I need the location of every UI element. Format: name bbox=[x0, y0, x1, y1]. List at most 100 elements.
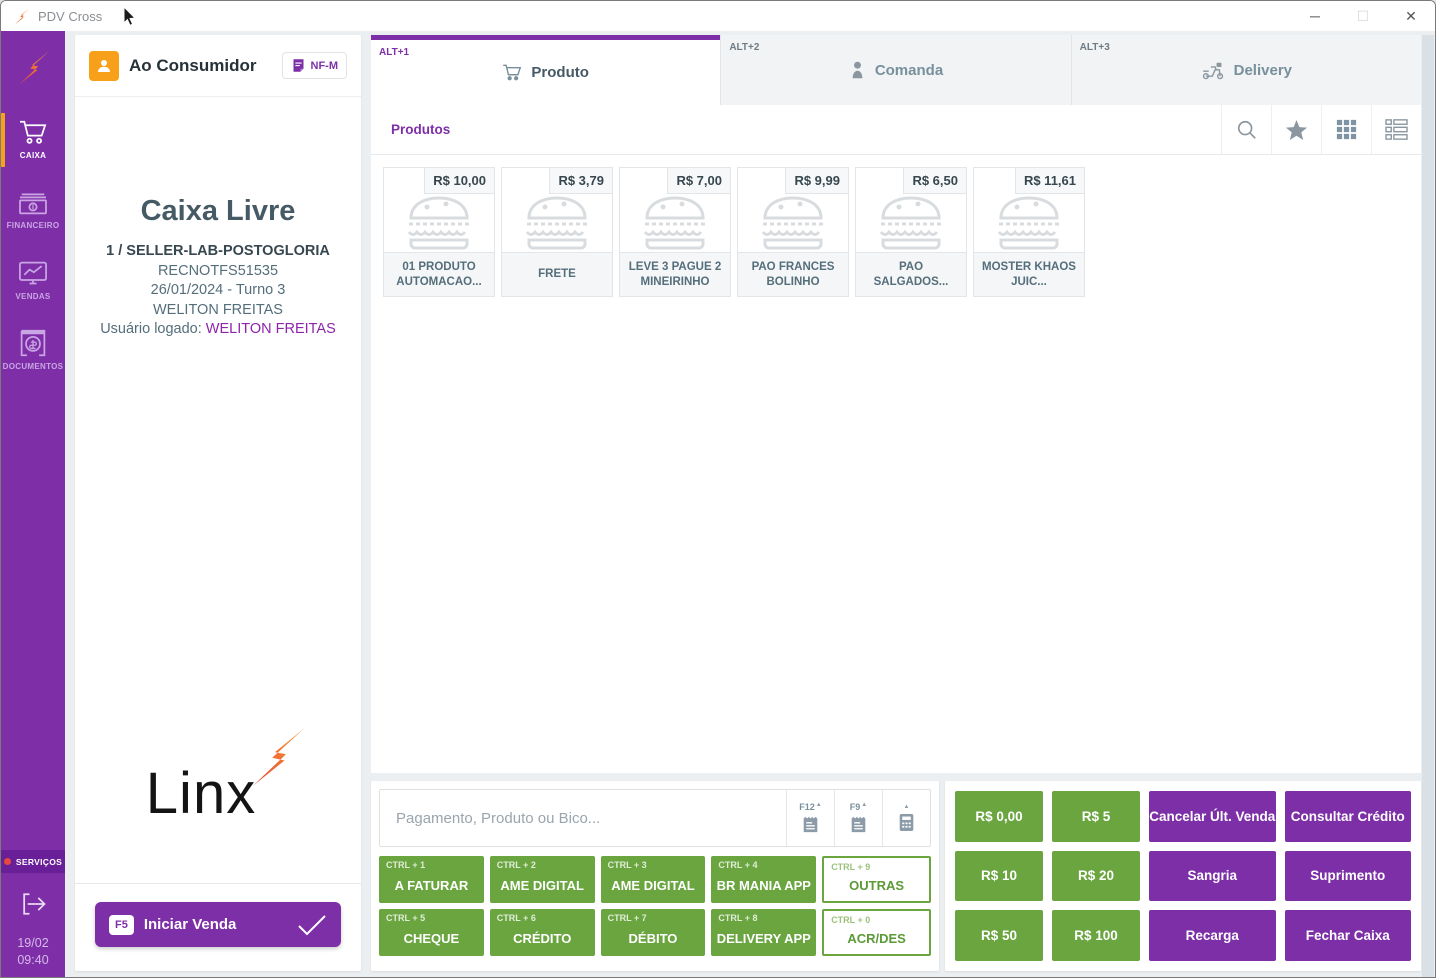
consult-credit-button[interactable]: Consultar Crédito bbox=[1284, 791, 1411, 842]
tab-body: Produto bbox=[371, 40, 720, 105]
tab-delivery[interactable]: ALT+3 Delivery bbox=[1070, 35, 1421, 105]
logged-user-prefix: Usuário logado: bbox=[100, 321, 206, 338]
calculator-icon bbox=[898, 813, 915, 832]
person-icon bbox=[849, 61, 866, 79]
cash-20-button[interactable]: R$ 20 bbox=[1052, 850, 1140, 902]
payment-delivery-app-button[interactable]: CTRL + 8 DELIVERY APP bbox=[711, 909, 817, 956]
cart-icon bbox=[502, 64, 522, 82]
panel-footer: F5 Iniciar Venda bbox=[75, 883, 361, 971]
maximize-button[interactable]: ☐ bbox=[1356, 7, 1370, 24]
sidebar-item-documentos[interactable]: DOCUMENTOS bbox=[1, 315, 65, 385]
product-card[interactable]: R$ 11,61 MOSTER KHAOS JUIC... bbox=[973, 167, 1085, 297]
sidebar-item-vendas[interactable]: VENDAS bbox=[1, 245, 65, 315]
tab-body: Comanda bbox=[721, 35, 1070, 105]
product-price: R$ 11,61 bbox=[1014, 168, 1084, 194]
operator-name: WELITON FREITAS bbox=[153, 301, 283, 318]
window-controls: ─ ☐ ✕ bbox=[1291, 1, 1435, 31]
invoice-icon bbox=[293, 59, 303, 72]
favorites-button[interactable] bbox=[1271, 105, 1321, 154]
minimize-button[interactable]: ─ bbox=[1310, 8, 1320, 24]
pos-identifier: 1 / SELLER-LAB-POSTOGLORIA bbox=[106, 243, 330, 259]
close-button[interactable]: ✕ bbox=[1405, 7, 1417, 24]
product-name: 01 PRODUTO AUTOMACAO... bbox=[384, 252, 494, 296]
product-card[interactable]: R$ 6,50 PAO SALGADOS... bbox=[855, 167, 967, 297]
search-icon bbox=[1236, 119, 1258, 141]
payment-label: DÉBITO bbox=[628, 931, 678, 946]
grid-view-button[interactable] bbox=[1321, 105, 1371, 154]
payment-acr-des-button[interactable]: CTRL + 0 ACR/DES bbox=[822, 909, 931, 956]
titlebar: PDV Cross ─ ☐ ✕ bbox=[1, 1, 1435, 31]
cash-50-button[interactable]: R$ 50 bbox=[955, 910, 1043, 961]
payment-label: ACR/DES bbox=[847, 931, 906, 946]
burger-icon bbox=[620, 194, 730, 252]
content-area: Ao Consumidor NF-M Caixa Livre 1 / SELLE… bbox=[65, 31, 1435, 977]
products-grid: R$ 10,00 01 PRODUTO AUTOMACAO... R$ 3,79… bbox=[371, 155, 1421, 773]
sidebar-item-caixa[interactable]: CAIXA bbox=[1, 105, 65, 175]
product-card[interactable]: R$ 3,79 FRETE bbox=[501, 167, 613, 297]
cash-5-button[interactable]: R$ 5 bbox=[1052, 791, 1140, 842]
sidebar-item-financeiro[interactable]: FINANCEIRO bbox=[1, 175, 65, 245]
payment-debito-button[interactable]: CTRL + 7 DÉBITO bbox=[600, 909, 706, 956]
tab-comanda[interactable]: ALT+2 Comanda bbox=[720, 35, 1071, 105]
sangria-button[interactable]: Sangria bbox=[1149, 850, 1276, 902]
product-card[interactable]: R$ 10,00 01 PRODUTO AUTOMACAO... bbox=[383, 167, 495, 297]
payment-outras-button[interactable]: CTRL + 9 OUTRAS bbox=[822, 856, 931, 903]
product-card[interactable]: R$ 9,99 PAO FRANCES BOLINHO bbox=[737, 167, 849, 297]
check-icon bbox=[297, 914, 327, 936]
product-card[interactable]: R$ 7,00 LEVE 3 PAGUE 2 MINEIRINHO bbox=[619, 167, 731, 297]
payment-search-input[interactable] bbox=[380, 790, 786, 846]
sidebar-date: 19/02 bbox=[17, 936, 49, 951]
calculator-button[interactable]: ▲ bbox=[882, 790, 930, 846]
star-icon bbox=[1285, 119, 1308, 141]
search-button[interactable] bbox=[1221, 105, 1271, 154]
scrollbar[interactable] bbox=[1422, 35, 1434, 977]
logout-button[interactable] bbox=[1, 873, 65, 935]
cash-10-button[interactable]: R$ 10 bbox=[955, 850, 1043, 902]
start-sale-button[interactable]: F5 Iniciar Venda bbox=[95, 902, 341, 947]
panel-spacer: Linx bbox=[75, 340, 361, 883]
payment-label: AME DIGITAL bbox=[611, 878, 695, 893]
receipt-icon bbox=[802, 815, 819, 834]
payment-label: BR MANIA APP bbox=[716, 878, 811, 893]
tab-shortcut: ALT+3 bbox=[1079, 42, 1110, 53]
payment-credito-button[interactable]: CTRL + 6 CRÉDITO bbox=[489, 909, 595, 956]
payment-ame-digital-button[interactable]: CTRL + 2 AME DIGITAL bbox=[489, 856, 595, 903]
linx-spark-icon bbox=[246, 726, 308, 788]
linx-logo-text: Linx bbox=[145, 761, 257, 826]
linx-logo: Linx bbox=[145, 728, 305, 827]
linx-spark-icon bbox=[1, 31, 65, 105]
recarga-button[interactable]: Recarga bbox=[1149, 910, 1276, 961]
date-shift: 26/01/2024 - Turno 3 bbox=[150, 282, 286, 299]
cash-actions-panel: R$ 0,00 R$ 5 Cancelar Últ. Venda Consult… bbox=[945, 781, 1421, 971]
product-name: PAO FRANCES BOLINHO bbox=[738, 252, 848, 296]
burger-icon bbox=[738, 194, 848, 252]
payment-br-mania-app-button[interactable]: CTRL + 4 BR MANIA APP bbox=[711, 856, 817, 903]
close-register-button[interactable]: Fechar Caixa bbox=[1284, 910, 1411, 961]
payment-ame-digital-2-button[interactable]: CTRL + 3 AME DIGITAL bbox=[600, 856, 706, 903]
payment-methods-row2: CTRL + 5 CHEQUE CTRL + 6 CRÉDITO CTRL + 7 D… bbox=[379, 909, 931, 956]
suprimento-button[interactable]: Suprimento bbox=[1284, 850, 1411, 902]
cash-100-button[interactable]: R$ 100 bbox=[1052, 910, 1140, 961]
burger-icon bbox=[502, 194, 612, 252]
burger-icon bbox=[974, 194, 1084, 252]
nf-badge-label: NF-M bbox=[310, 59, 339, 72]
shortcut-label: CTRL + 9 bbox=[831, 862, 871, 872]
window-title: PDV Cross bbox=[38, 8, 103, 24]
cancel-last-sale-button[interactable]: Cancelar Últ. Venda bbox=[1149, 791, 1276, 842]
f9-button[interactable]: F9 ▲ bbox=[834, 790, 882, 846]
tab-produto[interactable]: ALT+1 Produto bbox=[371, 35, 721, 105]
mode-tabs: ALT+1 Produto ALT+2 Comanda bbox=[371, 35, 1421, 105]
f12-button[interactable]: F12 ▲ bbox=[786, 790, 834, 846]
nf-type-button[interactable]: NF-M bbox=[281, 52, 347, 79]
sidebar-spacer bbox=[1, 385, 65, 850]
cashier-status-title: Caixa Livre bbox=[140, 195, 296, 227]
payment-label: OUTRAS bbox=[849, 878, 905, 893]
payment-label: DELIVERY APP bbox=[716, 931, 811, 946]
shortcut-label: CTRL + 3 bbox=[607, 860, 647, 870]
payment-cheque-button[interactable]: CTRL + 5 CHEQUE bbox=[379, 909, 484, 956]
cash-0-button[interactable]: R$ 0,00 bbox=[955, 791, 1043, 842]
sidebar-item-label: VENDAS bbox=[15, 291, 51, 301]
list-view-button[interactable] bbox=[1371, 105, 1421, 154]
payment-a-faturar-button[interactable]: CTRL + 1 A FATURAR bbox=[379, 856, 484, 903]
sidebar-item-servicos[interactable]: SERVIÇOS bbox=[1, 850, 65, 874]
